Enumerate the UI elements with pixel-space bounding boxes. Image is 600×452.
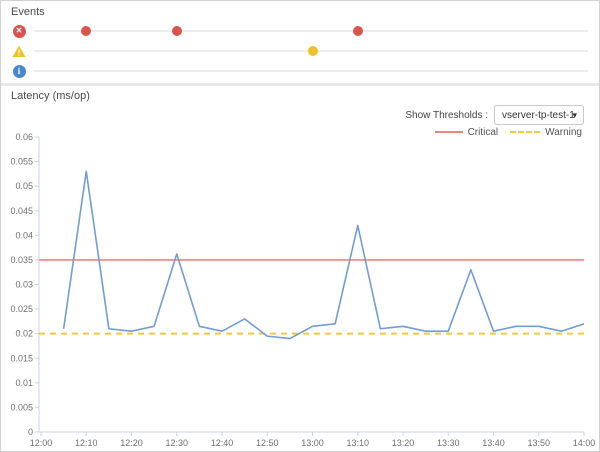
event-timeline-info [34,70,588,72]
y-tick-label: 0.04 [15,230,33,240]
warning-icon: ! [12,44,26,58]
panel-divider [1,83,599,86]
latency-panel: Latency (ms/op) Show Thresholds : vserve… [1,86,599,451]
y-tick-label: 0.03 [15,280,33,290]
chevron-down-icon: ▾ [572,110,577,120]
svg-text:!: ! [18,48,21,57]
y-tick-label: 0.035 [10,255,33,265]
latency-panel-title: Latency (ms/op) [11,90,90,102]
thresholds-select-value: vserver-tp-test-1 [502,109,575,121]
y-tick-label: 0.015 [10,353,33,363]
x-tick-label: 12:00 [30,438,53,448]
x-tick-label: 12:30 [165,438,188,448]
error-event-dot[interactable] [171,26,182,36]
x-tick-label: 13:00 [301,438,324,448]
chart-legend: Critical Warning [434,126,582,138]
thresholds-controls: Show Thresholds : vserver-tp-test-1 ▾ [405,104,584,126]
y-tick-label: 0.06 [15,132,33,142]
x-tick-label: 14:00 [573,438,596,448]
show-thresholds-label: Show Thresholds : [405,109,488,121]
error-event-dot[interactable] [352,26,363,36]
y-tick-label: 0.05 [15,181,33,191]
y-tick-label: 0.005 [10,402,33,412]
latency-chart: 0 0.005 0.01 0.015 0.02 0.025 0.03 0.035 0.04 0.0… [10,132,596,448]
warning-legend-label: Warning [545,126,582,138]
x-tick-label: 13:10 [346,438,369,448]
x-tick-label: 13:30 [437,438,460,448]
x-tick-label: 12:10 [75,438,98,448]
thresholds-select[interactable]: vserver-tp-test-1 ▾ [494,105,584,125]
info-icon: i [12,64,26,78]
error-icon: ✕ [12,24,26,38]
x-tick-label: 13:50 [527,438,550,448]
y-tick-label: 0.02 [15,329,33,339]
x-tick-label: 13:20 [392,438,415,448]
x-tick-label: 13:40 [482,438,505,448]
events-panel: Events ✕ ! i [1,1,599,83]
critical-legend-label: Critical [467,126,499,138]
y-tick-label: 0 [28,427,33,437]
y-tick-label: 0.025 [10,304,33,314]
error-event-dot[interactable] [81,26,92,36]
y-tick-label: 0.01 [15,378,33,388]
critical-line-swatch [434,131,463,133]
x-tick-label: 12:50 [256,438,279,448]
x-tick-label: 12:20 [120,438,143,448]
latency-series-line[interactable] [62,170,585,340]
event-timeline-error [34,30,588,32]
warning-line-swatch [510,131,541,133]
x-tick-label: 12:40 [211,438,234,448]
events-panel-title: Events [11,6,45,18]
y-tick-label: 0.045 [10,206,33,216]
warning-event-dot[interactable] [307,46,318,56]
y-tick-label: 0.055 [10,157,33,167]
